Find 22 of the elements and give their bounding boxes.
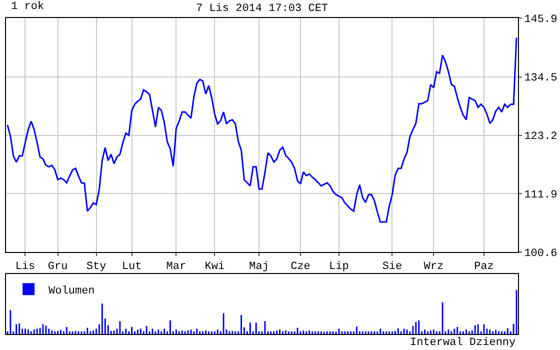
y-tick-label: 145.9 (524, 14, 558, 26)
y-tick-label: 134.5 (524, 72, 558, 85)
text: Interwal Dzienny (410, 337, 516, 349)
chart-subtitle: 7 Lis 2014 17:03 CET (196, 3, 328, 15)
chart-title: 1 rok (11, 1, 45, 14)
x-tick-label: Sty (86, 261, 107, 274)
y-tick-label: 123.2 (524, 131, 558, 144)
legend-label: Wolumen (48, 285, 95, 298)
x-tick-label: Lis (15, 261, 36, 274)
x-tick-label: Wrz (424, 261, 444, 274)
x-tick-label: Mar (166, 261, 186, 274)
x-tick-label: Cze (290, 261, 310, 274)
x-tick-label: Kwi (204, 261, 225, 274)
y-tick-label: 100.6 (524, 248, 558, 260)
x-tick-label: Lut (122, 261, 142, 274)
x-tick-label: Paz (474, 261, 494, 274)
line-series (6, 36, 518, 223)
x-tick-label: Gru (48, 261, 68, 274)
x-tick-label: Lip (329, 261, 349, 274)
y-tick-label: 111.9 (524, 189, 558, 202)
x-tick-label: Sie (382, 261, 402, 274)
x-tick-label: Maj (249, 261, 269, 274)
